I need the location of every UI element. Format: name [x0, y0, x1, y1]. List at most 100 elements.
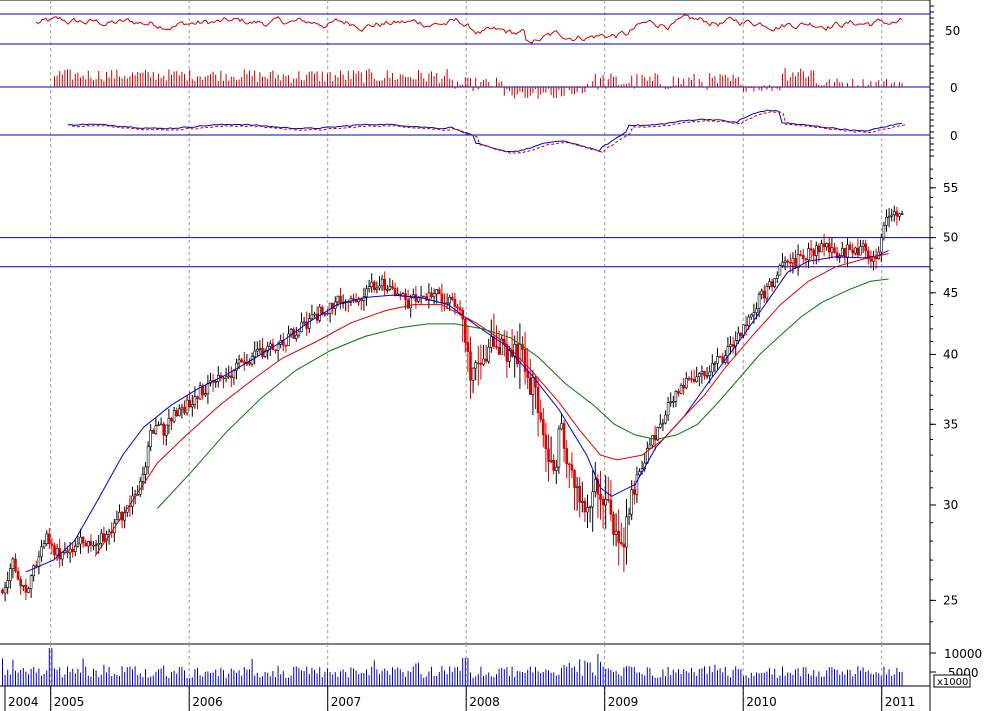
- x-tick-label-2006: 2006: [192, 695, 223, 709]
- histogram-bar: [826, 82, 828, 87]
- histogram-bar: [691, 79, 692, 87]
- histogram-bar: [373, 78, 375, 87]
- volume-bar: [841, 671, 843, 686]
- candle-body: [310, 314, 314, 319]
- histogram-bar: [282, 74, 284, 87]
- histogram-bar: [402, 74, 404, 87]
- volume-bar: [584, 660, 586, 686]
- candle-body: [749, 314, 753, 318]
- histogram-bar: [698, 79, 700, 87]
- volume-bar: [594, 675, 596, 686]
- histogram-bar: [202, 79, 204, 87]
- candle-body: [367, 286, 371, 290]
- candle-body: [79, 536, 82, 545]
- volume-bar: [854, 674, 856, 686]
- volume-bar: [628, 666, 630, 686]
- candle-body: [323, 312, 327, 315]
- volume-bar: [540, 673, 542, 686]
- histogram-bar: [165, 80, 167, 87]
- candle-body: [388, 286, 392, 290]
- volume-bar: [464, 658, 466, 686]
- candle-body: [378, 285, 381, 289]
- volume-bar: [407, 670, 409, 686]
- histogram-bar: [717, 83, 718, 87]
- histogram-bar: [321, 71, 323, 87]
- candle-body: [697, 373, 701, 378]
- volume-bar: [802, 667, 804, 686]
- candle-body: [414, 294, 418, 302]
- histogram-bar: [787, 80, 789, 87]
- histogram-bar: [241, 77, 243, 87]
- volume-bar: [467, 658, 469, 686]
- candle-body: [185, 399, 189, 414]
- volume-bar: [85, 666, 87, 686]
- candle-body: [757, 294, 761, 309]
- candle-body: [313, 313, 316, 316]
- histogram-bar: [831, 86, 833, 87]
- candle-body: [287, 333, 290, 346]
- histogram-bar: [176, 71, 178, 87]
- histogram-bar: [410, 77, 412, 87]
- price-tick-label-45: 45: [943, 286, 958, 300]
- volume-bar: [54, 668, 55, 686]
- candle-body: [391, 286, 394, 289]
- candle-body: [664, 414, 667, 424]
- candle-body: [19, 578, 23, 587]
- histogram-bar: [800, 68, 802, 87]
- volume-bar: [535, 667, 536, 686]
- volume-bar: [592, 672, 594, 686]
- volume-bar: [77, 668, 79, 686]
- histogram-bar: [883, 81, 885, 87]
- volume-bar: [644, 675, 646, 686]
- volume-bar: [727, 675, 729, 686]
- candle-body: [178, 408, 181, 416]
- candle-body: [690, 378, 693, 380]
- volume-bar: [828, 667, 830, 686]
- macd-signal-line: [71, 110, 907, 154]
- histogram-bar: [475, 77, 477, 87]
- volume-bar: [457, 666, 458, 686]
- candle-body: [232, 370, 236, 378]
- volume-bar: [20, 669, 22, 686]
- histogram-bar: [121, 78, 123, 87]
- candle-body: [593, 479, 597, 493]
- volume-bar: [368, 675, 370, 686]
- histogram-bar: [896, 87, 898, 88]
- histogram-bar: [685, 85, 687, 87]
- x-tick-label-2007: 2007: [331, 695, 362, 709]
- histogram-bar: [191, 79, 193, 87]
- candle-body: [625, 516, 628, 548]
- histogram-bar: [386, 70, 388, 87]
- candle-body: [528, 377, 532, 395]
- histogram-bar: [204, 76, 206, 87]
- histogram-bar: [709, 73, 711, 87]
- histogram-bar: [423, 78, 425, 87]
- volume-bar: [329, 672, 331, 686]
- volume-bar: [353, 668, 354, 686]
- histogram-bar: [223, 80, 224, 87]
- volume-bar: [870, 673, 872, 686]
- volume-bar: [311, 667, 313, 686]
- histogram-bar: [85, 79, 87, 87]
- moving-average-line-2: [156, 278, 889, 509]
- histogram-bar: [233, 76, 235, 87]
- candle-body: [778, 265, 782, 276]
- histogram-tick-label-0: 0: [950, 81, 958, 95]
- candle-body: [11, 558, 15, 569]
- volume-bar: [251, 659, 253, 686]
- volume-bar: [280, 674, 282, 686]
- histogram-bar: [644, 77, 646, 87]
- histogram-bar: [867, 84, 869, 87]
- volume-bar: [358, 674, 360, 686]
- candle-body: [50, 543, 54, 546]
- volume-bar: [719, 668, 721, 686]
- candle-body: [66, 550, 69, 554]
- candle-body: [752, 312, 756, 316]
- histogram-bar: [444, 76, 445, 87]
- volume-bar: [350, 667, 352, 686]
- volume-bar: [303, 671, 305, 686]
- histogram-bar: [280, 80, 282, 87]
- volume-bar: [160, 668, 162, 686]
- histogram-bar: [836, 78, 838, 87]
- candle-body: [534, 377, 537, 388]
